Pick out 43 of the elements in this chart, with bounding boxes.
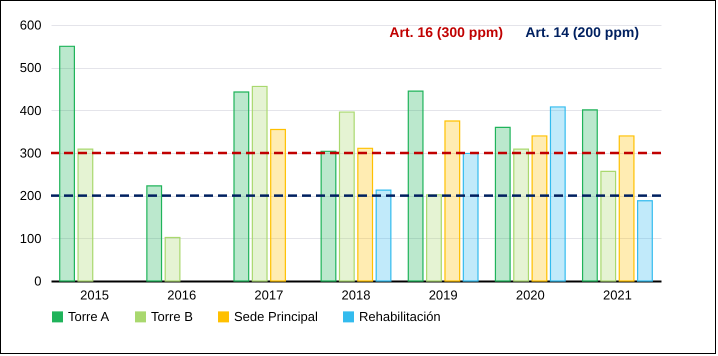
x-tick-label: 2015 xyxy=(80,288,110,302)
bar xyxy=(550,106,566,282)
bar xyxy=(164,236,180,282)
legend-label: Rehabilitación xyxy=(359,308,441,324)
x-tick-label: 2016 xyxy=(167,288,196,302)
bar xyxy=(270,128,286,282)
bar xyxy=(494,126,511,282)
bar xyxy=(59,46,75,282)
legend-label: Sede Principal xyxy=(234,308,318,324)
x-tick-label: 2018 xyxy=(342,288,370,302)
legend-label: Torre B xyxy=(151,308,193,324)
ref-line-label: Art. 16 (300 ppm) xyxy=(389,24,503,40)
bar xyxy=(618,135,635,282)
bar xyxy=(462,152,479,282)
bar xyxy=(320,150,336,282)
x-tick-label: 2021 xyxy=(602,288,632,302)
bar xyxy=(338,111,355,282)
y-tick-label: 300 xyxy=(20,146,42,160)
y-tick-label: 600 xyxy=(20,18,42,32)
bar xyxy=(532,135,548,282)
bar xyxy=(444,120,460,282)
y-tick-label: 100 xyxy=(20,230,42,246)
x-tick-label: 2019 xyxy=(428,288,458,302)
bar xyxy=(146,185,162,282)
bar xyxy=(376,190,392,282)
bar xyxy=(77,148,94,282)
bar xyxy=(357,148,374,282)
y-tick-label: 500 xyxy=(20,60,42,76)
bar xyxy=(582,109,598,282)
y-tick-label: 200 xyxy=(20,188,42,204)
bar xyxy=(233,91,250,282)
y-tick-label: 400 xyxy=(20,102,42,118)
bar xyxy=(252,86,268,282)
bar xyxy=(600,170,616,282)
bar xyxy=(513,148,530,282)
ref-line-label: Art. 14 (200 ppm) xyxy=(525,24,639,40)
y-tick-label: 0 xyxy=(34,274,42,288)
x-tick-label: 2020 xyxy=(516,288,545,302)
bar xyxy=(408,90,424,282)
bar xyxy=(426,194,442,282)
x-tick-label: 2017 xyxy=(254,288,284,302)
bar xyxy=(637,200,653,282)
legend-label: Torre A xyxy=(68,308,110,324)
